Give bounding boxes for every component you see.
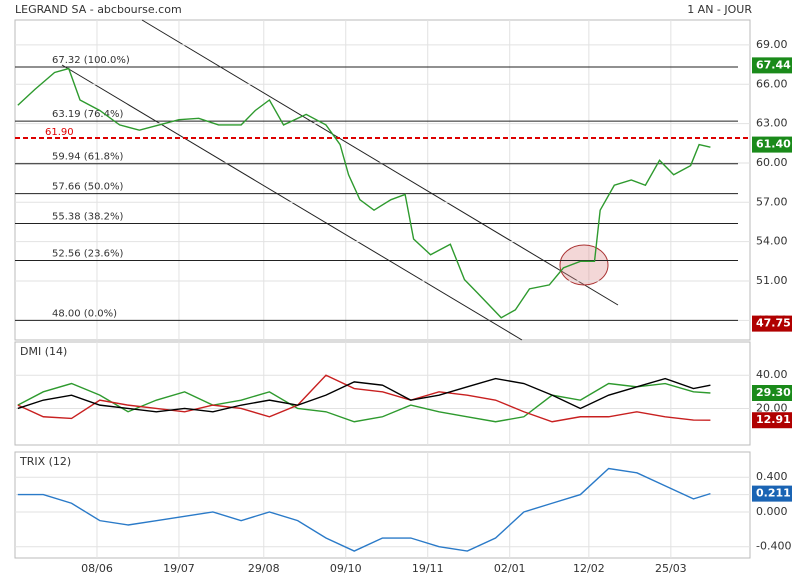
series-line <box>17 374 711 423</box>
x-tick-label: 29/08 <box>248 562 280 575</box>
trix-panel <box>14 451 751 559</box>
fib-label: 55.38 (38.2%) <box>52 212 123 223</box>
value-badge-label: 47.75 <box>756 317 791 330</box>
value-badge <box>752 385 792 402</box>
fib-label: 59.94 (61.8%) <box>52 152 123 163</box>
value-badge <box>752 57 792 74</box>
x-tick-label: 09/10 <box>330 562 362 575</box>
price-panel <box>14 19 751 341</box>
header-title: LEGRAND SA - abcbourse.com <box>15 3 182 16</box>
value-badge-label: 12.91 <box>756 413 791 426</box>
y-tick-label: 0.400 <box>756 470 788 483</box>
y-tick-label: 63.00 <box>756 117 788 130</box>
y-tick-label: 0.000 <box>756 505 788 518</box>
x-tick-label: 02/01 <box>494 562 526 575</box>
y-tick-label: 60.00 <box>756 156 788 169</box>
x-tick-label: 19/07 <box>163 562 195 575</box>
y-tick-label: -0.400 <box>756 540 791 553</box>
fib-label: 67.32 (100.0%) <box>52 55 130 66</box>
series-line <box>17 377 711 413</box>
value-badge <box>752 485 792 502</box>
fib-label: 57.66 (50.0%) <box>52 182 123 193</box>
series-line <box>17 67 711 319</box>
dmi-panel <box>14 341 751 446</box>
y-tick-label: 40.00 <box>756 368 788 381</box>
highlight-ellipse <box>559 244 609 286</box>
value-badge <box>752 136 792 153</box>
value-badge <box>752 315 792 332</box>
panel-title: DMI (14) <box>20 345 67 358</box>
y-tick-label: 20.00 <box>756 401 788 414</box>
value-badge <box>752 412 792 429</box>
panel-title: TRIX (12) <box>19 455 71 468</box>
series-line <box>17 382 711 423</box>
x-tick-label: 25/03 <box>655 562 687 575</box>
fib-label: 52.56 (23.6%) <box>52 249 123 260</box>
value-badge-label: 29.30 <box>756 386 791 399</box>
value-badge-label: 67.44 <box>756 58 791 71</box>
header-period: 1 AN - JOUR <box>687 3 752 16</box>
fib-label: 48.00 (0.0%) <box>52 308 117 319</box>
alert-label: 61.90 <box>45 127 74 138</box>
fib-label: 63.19 (76.4%) <box>52 109 123 120</box>
value-badge-label: 61.40 <box>756 138 791 151</box>
y-tick-label: 54.00 <box>756 235 788 248</box>
y-tick-label: 66.00 <box>756 77 788 90</box>
series-line <box>17 467 711 552</box>
x-tick-label: 12/02 <box>573 562 605 575</box>
x-tick-label: 19/11 <box>412 562 444 575</box>
y-tick-label: 69.00 <box>756 38 788 51</box>
value-badge-label: 0.211 <box>756 487 791 500</box>
x-tick-label: 08/06 <box>81 562 113 575</box>
channel-lines <box>61 19 619 341</box>
y-tick-label: 51.00 <box>756 274 788 287</box>
y-tick-label: 57.00 <box>756 195 788 208</box>
